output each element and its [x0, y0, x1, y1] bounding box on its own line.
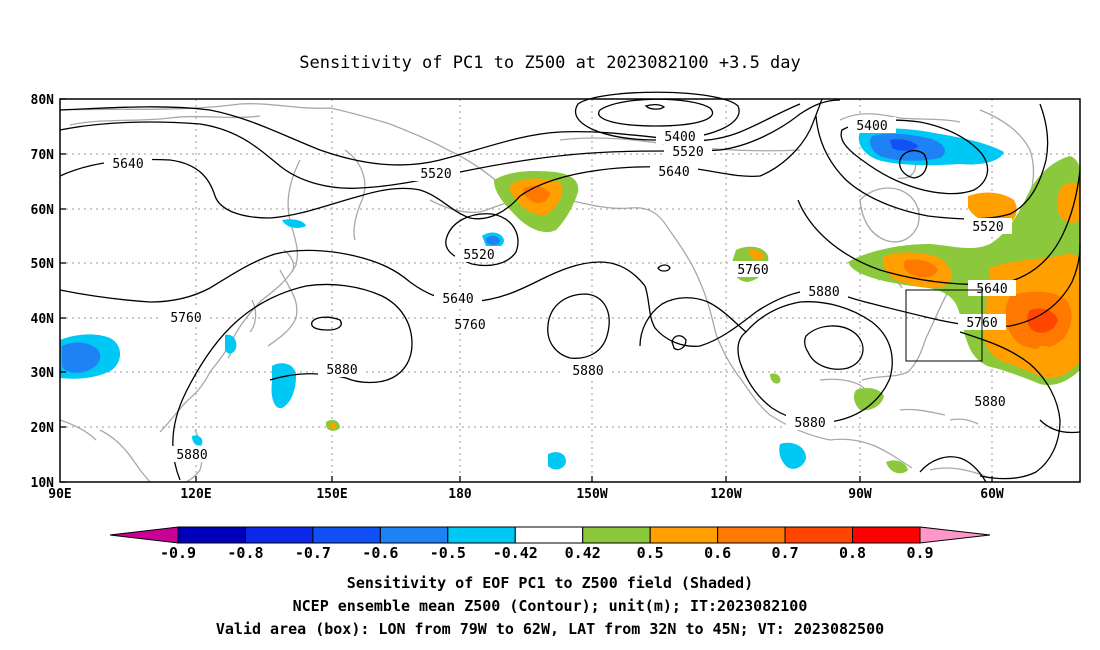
shade-blob [1027, 308, 1058, 333]
map-panel: 5400 5520 5640 5400 5520 5640 5520 5640 … [59, 91, 1081, 483]
colorbar-label: 0.9 [906, 544, 933, 562]
caption-line-1: Sensitivity of EOF PC1 to Z500 field (Sh… [347, 574, 753, 592]
colorbar-label: -0.42 [493, 544, 538, 562]
valid-area-box [905, 289, 983, 362]
contour-label: 5640 [442, 292, 473, 307]
shade-blob [271, 363, 296, 409]
contour-label: 5880 [974, 395, 1005, 410]
colorbar-segment [312, 526, 381, 544]
colorbar-segments [177, 526, 921, 544]
colorbar-label: 0.42 [565, 544, 601, 562]
shade-blob [903, 259, 938, 278]
colorbar-label: -0.7 [295, 544, 331, 562]
shade-blob [968, 192, 1017, 226]
lat-tick-label: 30N [31, 366, 55, 381]
lon-tick-label: 150E [316, 487, 347, 502]
shade-blob [282, 219, 306, 228]
shade-blob [330, 423, 337, 429]
shade-blob [486, 235, 500, 245]
colorbar-label: 0.6 [704, 544, 731, 562]
contour-label: 5520 [972, 220, 1003, 235]
colorbar-low-end [109, 526, 179, 544]
lat-tick-label: 60N [31, 203, 55, 218]
contour-label: 5520 [420, 167, 451, 182]
colorbar-label: -0.6 [362, 544, 398, 562]
colorbar-segment [717, 526, 786, 544]
contour-label: 5400 [664, 130, 695, 145]
contour-label: 5760 [737, 263, 768, 278]
colorbar-label: -0.8 [227, 544, 263, 562]
colorbar-high-end [919, 526, 991, 544]
colorbar-segment [649, 526, 719, 544]
shade-blob [779, 442, 806, 469]
contour-label: 5640 [112, 157, 143, 172]
colorbar-label: -0.9 [160, 544, 196, 562]
shade-blob [853, 388, 884, 411]
latitude-labels: 80N 70N 60N 50N 40N 30N 20N 10N [31, 93, 55, 491]
contour-label: 5400 [856, 119, 887, 134]
colorbar-label: 0.8 [839, 544, 866, 562]
colorbar-label: 0.5 [637, 544, 664, 562]
contour-label: 5520 [672, 145, 703, 160]
contour-label: 5880 [808, 285, 839, 300]
contour-label: 5880 [794, 416, 825, 431]
map-frame [59, 98, 1081, 483]
shade-blob [548, 452, 566, 470]
shade-blob [770, 373, 781, 384]
shade-blob [886, 460, 908, 474]
lat-tick-label: 20N [31, 421, 55, 436]
lon-tick-label: 120W [710, 487, 741, 502]
shade-blob [192, 435, 203, 446]
lat-tick-label: 40N [31, 312, 55, 327]
contour-label: 5880 [326, 363, 357, 378]
caption-line-2: NCEP ensemble mean Z500 (Contour); unit(… [293, 597, 808, 615]
colorbar-segment [582, 526, 651, 544]
shade-blob [225, 334, 237, 354]
shade-blob [890, 139, 918, 151]
lat-tick-label: 10N [31, 476, 55, 491]
caption-line-3: Valid area (box): LON from 79W to 62W, L… [216, 620, 884, 638]
contour-label: 5640 [976, 282, 1007, 297]
contour-label: 5880 [572, 364, 603, 379]
colorbar-segment [784, 526, 854, 544]
lat-tick-label: 50N [31, 257, 55, 272]
lat-tick-label: 70N [31, 148, 55, 163]
colorbar: -0.9 -0.8 -0.7 -0.6 -0.5 -0.42 0.42 0.5 0.6 0.7 0.… [109, 526, 991, 562]
shade-blob [62, 342, 101, 373]
contour-label: 5640 [658, 165, 689, 180]
longitude-labels: 90E 120E 150E 180 150W 120W 90W 60W [48, 487, 1004, 502]
colorbar-segment [852, 526, 921, 544]
axis-ticks [60, 98, 993, 483]
colorbar-segment [514, 526, 584, 544]
lon-tick-label: 60W [980, 487, 1004, 502]
contour-label: 5880 [176, 448, 207, 463]
colorbar-label: 0.7 [772, 544, 799, 562]
contour-label: 5760 [454, 318, 485, 333]
colorbar-segment [177, 526, 246, 544]
lon-tick-label: 180 [448, 487, 472, 502]
contour-labels: 5400 5520 5640 5400 5520 5640 5520 5640 … [104, 117, 1016, 463]
contour-label: 5760 [170, 311, 201, 326]
figure-title: Sensitivity of PC1 to Z500 at 2023082100… [299, 53, 801, 73]
lon-tick-label: 120E [180, 487, 211, 502]
lon-tick-label: 90W [848, 487, 872, 502]
shade-blob [1057, 182, 1080, 223]
contour-label: 5520 [463, 248, 494, 263]
colorbar-segment [379, 526, 449, 544]
colorbar-segment [244, 526, 314, 544]
shade-blob [748, 249, 764, 260]
colorbar-labels: -0.9 -0.8 -0.7 -0.6 -0.5 -0.42 0.42 0.5 0.6 0.7 0.… [160, 544, 934, 562]
colorbar-label: -0.5 [430, 544, 466, 562]
colorbar-segment [447, 526, 516, 544]
lon-tick-label: 150W [576, 487, 607, 502]
lon-tick-label: 90E [48, 487, 71, 502]
lat-tick-label: 80N [31, 93, 55, 108]
shade-blob [1033, 345, 1055, 373]
